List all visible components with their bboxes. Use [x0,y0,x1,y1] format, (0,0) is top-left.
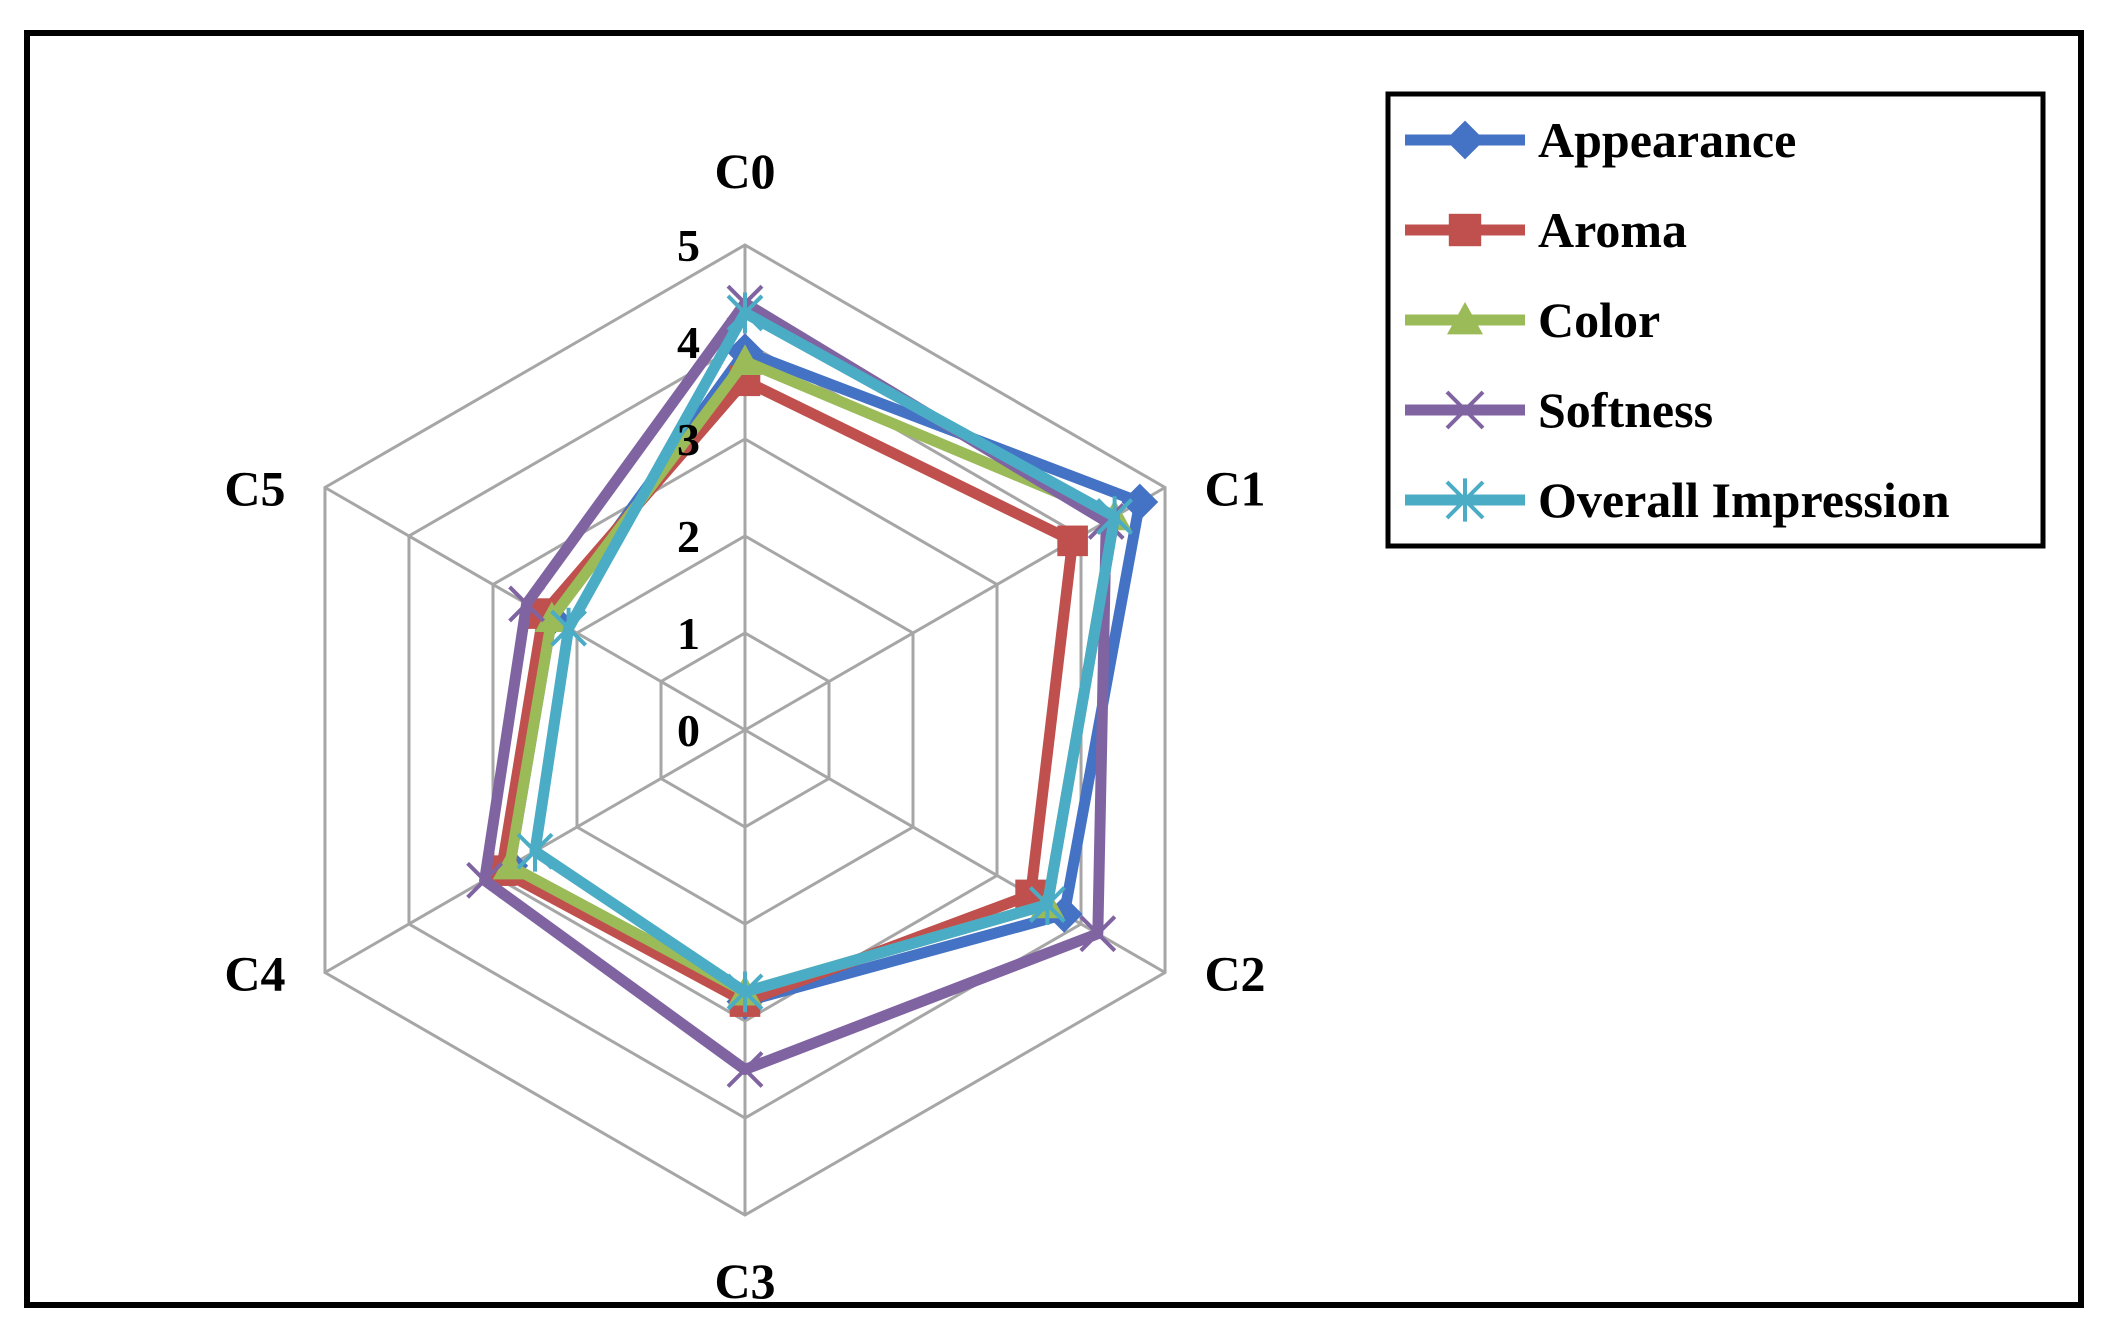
legend-swatches [1405,120,1525,522]
legend-marker-aroma [1448,213,1482,247]
tick-label-2: 2 [677,511,700,562]
grid-spoke-1 [744,486,1166,732]
legend: Appearance Aroma Color Softness Overall … [1385,91,2046,549]
tick-label-4: 4 [677,317,700,368]
data-point-color-c4 [492,848,527,880]
legend-swatch-aroma [1405,213,1525,247]
data-point-overall-impression-c3 [726,971,764,1013]
series-layer [466,284,1159,1088]
legend-label-appearance: Appearance [1538,112,1796,168]
data-point-softness-c2 [1079,915,1117,953]
legend-swatch-overall-impression [1405,478,1525,522]
data-point-overall-impression-c1 [1096,496,1134,537]
tick-label-5: 5 [677,220,700,271]
axis-label-c0: C0 [714,143,775,199]
axis-label-c4: C4 [224,946,285,1002]
legend-marker-appearance [1445,120,1485,160]
data-point-color-c5 [534,601,569,633]
label-layer: C0 C1 C2 C3 C4 C5 0 1 2 3 4 5 [224,143,1265,1309]
legend-marker-softness [1445,390,1485,430]
tick-label-3: 3 [677,414,700,465]
tick-label-1: 1 [677,608,700,659]
data-point-softness-c5 [508,585,546,623]
legend-marker-overall-impression [1445,478,1485,522]
legend-label-aroma: Aroma [1538,202,1687,258]
data-point-aroma-c1 [1057,525,1088,557]
data-point-overall-impression-c0 [726,292,764,334]
axis-label-c3: C3 [714,1253,775,1309]
axis-label-c1: C1 [1204,461,1265,517]
data-point-overall-impression-c5 [550,607,588,649]
legend-label-color: Color [1538,292,1660,348]
legend-label-softness: Softness [1538,382,1713,438]
data-point-overall-impression-c4 [516,830,554,872]
series-overall-impression [516,292,1134,1013]
tick-label-0: 0 [677,705,700,756]
axis-label-c5: C5 [224,461,285,517]
data-point-overall-impression-c2 [1029,884,1066,925]
axis-label-c2: C2 [1204,946,1265,1002]
data-point-color-c0 [728,344,762,375]
legend-swatch-appearance [1405,120,1525,160]
legend-swatch-softness [1405,390,1525,430]
data-point-appearance-c1 [1121,483,1159,521]
legend-marker-color [1447,302,1483,335]
data-point-softness-c4 [466,861,504,899]
legend-label-overall-impression: Overall Impression [1538,472,1950,528]
legend-swatch-color [1405,302,1525,335]
data-point-softness-c3 [726,1051,764,1088]
